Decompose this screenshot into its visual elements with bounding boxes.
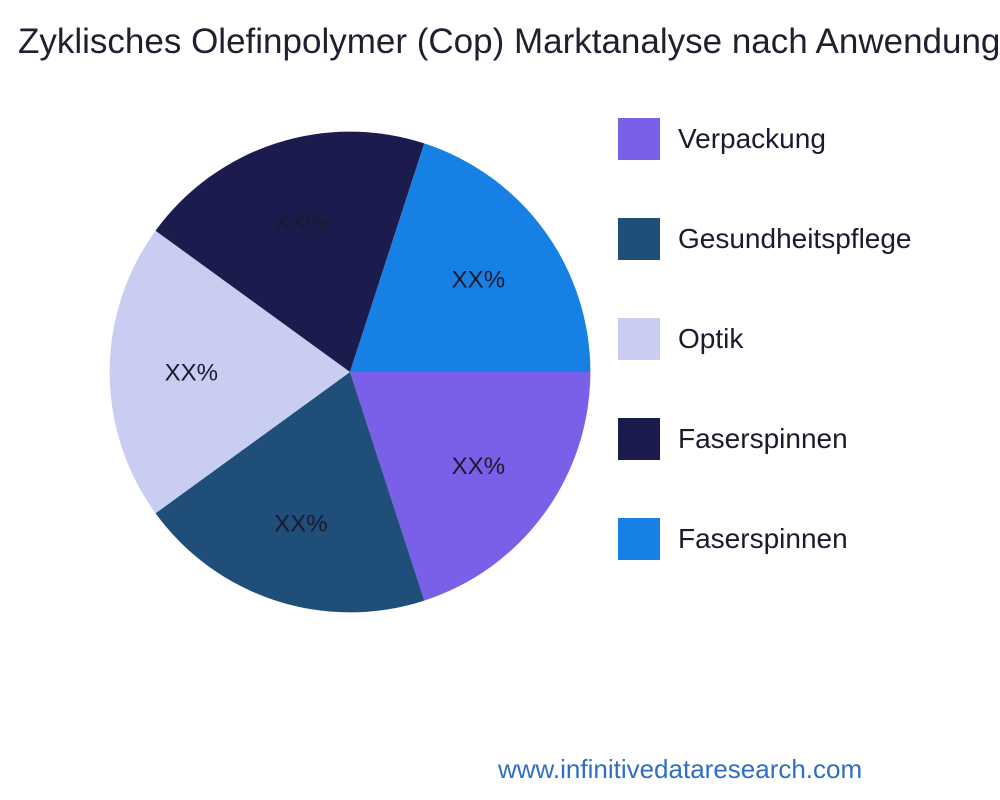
legend-label: Faserspinnen [678,423,848,454]
legend-label: Faserspinnen [678,523,848,554]
legend-item-optik: Optik [618,318,912,360]
chart-title: Zyklisches Olefinpolymer (Cop) Marktanal… [18,22,1000,61]
pie-chart-area: XX% XX% XX% XX% XX% [100,122,600,622]
legend-swatch [618,318,660,360]
pie-chart: XX% XX% XX% XX% XX% [109,131,591,613]
pie-slice-value-label: XX% [274,511,327,538]
legend-swatch [618,218,660,260]
pie-slice-4-faserspinnen [350,143,591,372]
legend-label: Gesundheitspflege [678,223,912,254]
legend-item-verpackung: Verpackung [618,118,912,160]
legend-label: Verpackung [678,123,826,154]
legend-item-gesundheitspflege: Gesundheitspflege [618,218,912,260]
pie-slice-value-label: XX% [452,266,505,293]
pie-slice-value-label: XX% [274,209,327,236]
pie-slice-0-verpackung [350,372,591,601]
source-url: www.infinitivedataresearch.com [498,754,863,784]
pie-slice-value-label: XX% [452,453,505,480]
pie-slice-value-label: XX% [165,360,218,387]
legend-item-faserspinnen-2: Faserspinnen [618,518,912,560]
pie-slice-2-optik [109,230,350,514]
legend-item-faserspinnen-1: Faserspinnen [618,418,912,460]
legend-label: Optik [678,323,744,354]
legend-swatch [618,418,660,460]
pie-slice-1-gesundheitspflege [155,372,425,613]
legend-swatch [618,518,660,560]
legend: Verpackung Gesundheitspflege Optik Faser… [618,118,912,618]
pie-slice-3-faserspinnen [155,131,425,372]
legend-swatch [618,118,660,160]
